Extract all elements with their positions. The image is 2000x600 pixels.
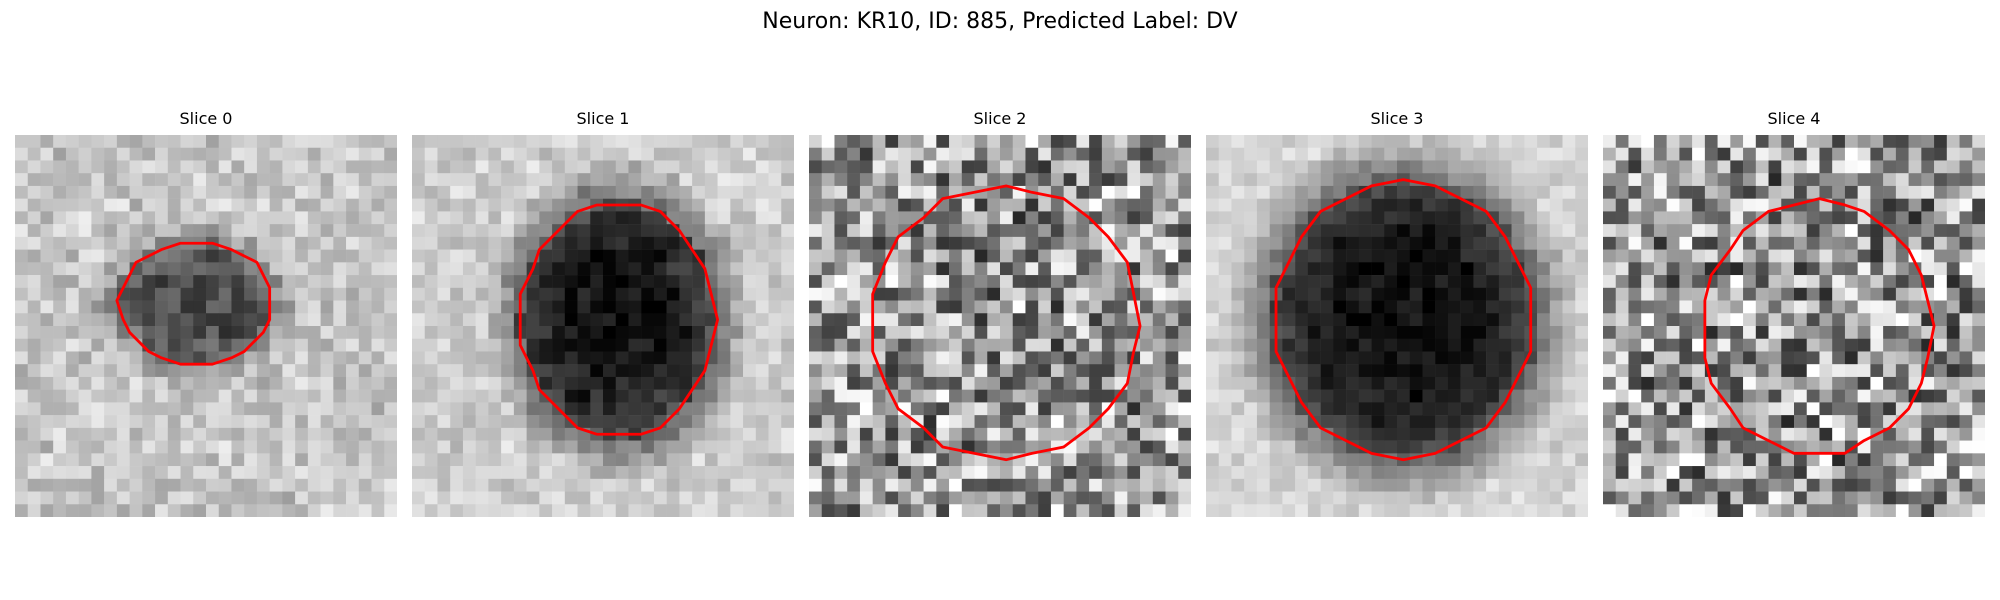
slice-panel-0: Slice 0: [15, 108, 397, 518]
slice-panel-2: Slice 2: [809, 108, 1191, 518]
slice-image: [1206, 135, 1588, 517]
roi-contour: [1703, 197, 1936, 455]
slice-image: [1603, 135, 1985, 517]
pixel-grid: [1206, 135, 1588, 517]
slice-title: Slice 1: [576, 109, 630, 128]
pixel-grid: [809, 135, 1191, 517]
slice-panel-1: Slice 1: [412, 108, 794, 518]
slice-panel-3: Slice 3: [1206, 108, 1588, 518]
pixel-grid: [1603, 135, 1985, 517]
roi-contour: [518, 203, 720, 436]
slice-image: [15, 135, 397, 517]
slice-image: [809, 135, 1191, 517]
pixel-grid: [412, 135, 794, 517]
slice-title: Slice 0: [179, 109, 233, 128]
roi-contour: [115, 241, 272, 366]
slice-image: [412, 135, 794, 517]
slice-title: Slice 2: [973, 109, 1027, 128]
figure-title: Neuron: KR10, ID: 885, Predicted Label: …: [762, 9, 1238, 34]
slice-panel-4: Slice 4: [1603, 108, 1985, 518]
slice-title: Slice 3: [1370, 109, 1424, 128]
roi-contour: [871, 184, 1142, 462]
slice-title: Slice 4: [1767, 109, 1821, 128]
roi-contour: [1274, 178, 1533, 462]
pixel-grid: [15, 135, 397, 517]
